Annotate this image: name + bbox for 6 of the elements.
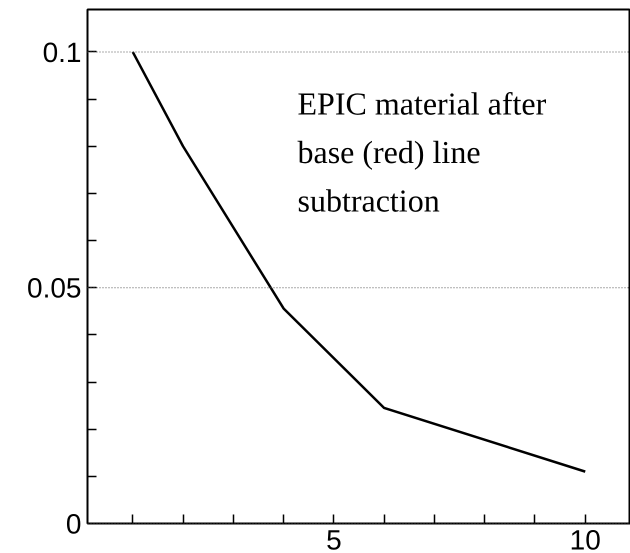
y-tick-label: 0.1 — [42, 36, 82, 68]
y-tick-label: 0 — [66, 508, 82, 540]
x-tick-label: 5 — [326, 524, 342, 553]
x-tick-label: 10 — [570, 524, 601, 553]
annotation: EPIC material after base (red) line subtraction — [298, 86, 547, 219]
y-tick-label: 0.05 — [27, 272, 82, 304]
